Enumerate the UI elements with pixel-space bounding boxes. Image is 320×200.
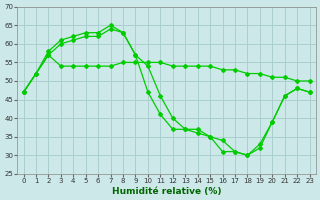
- X-axis label: Humidité relative (%): Humidité relative (%): [112, 187, 221, 196]
